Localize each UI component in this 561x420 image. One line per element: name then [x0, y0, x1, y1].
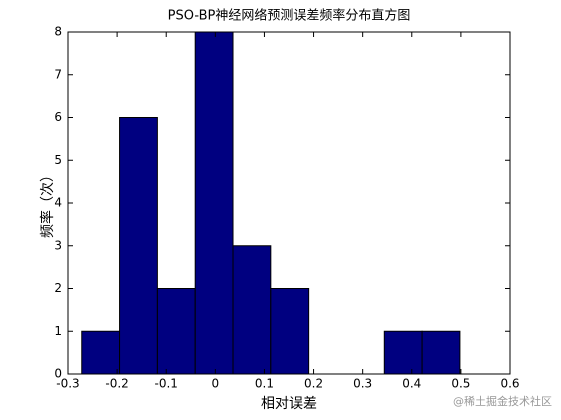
chart-title: PSO-BP神经网络预测误差频率分布直方图 — [168, 8, 411, 24]
bar — [194, 31, 234, 375]
x-tick-label: 0.3 — [353, 377, 372, 391]
y-tick-label: 2 — [54, 281, 62, 295]
y-tick-label: 7 — [54, 67, 62, 81]
x-tick-label: 0 — [212, 377, 220, 391]
x-tick-label: 0.5 — [451, 377, 470, 391]
x-tick-label: -0.1 — [155, 377, 178, 391]
bar — [119, 117, 158, 375]
bar — [421, 330, 461, 375]
y-tick-label: 3 — [54, 238, 62, 252]
x-axis-label: 相对误差 — [261, 396, 317, 412]
watermark: @稀土掘金技术社区 — [453, 394, 552, 408]
y-tick-label: 6 — [54, 110, 62, 124]
x-tick-label: 0.4 — [402, 377, 421, 391]
bar — [156, 288, 196, 375]
y-tick-label: 0 — [54, 367, 62, 381]
y-tick-label: 4 — [54, 196, 62, 210]
bar — [270, 288, 310, 375]
x-tick-label: 0.1 — [255, 377, 274, 391]
bar — [232, 245, 272, 375]
x-tick-label: 0.6 — [500, 377, 519, 391]
y-tick-label: 5 — [54, 153, 62, 167]
y-tick-label: 8 — [54, 25, 62, 39]
y-axis-label: 频率（次） — [39, 168, 56, 238]
x-tick-label: -0.3 — [56, 377, 79, 391]
x-tick-label: 0.2 — [304, 377, 323, 391]
bar — [81, 330, 121, 375]
y-tick-label: 1 — [54, 324, 62, 338]
bar — [383, 330, 423, 375]
x-tick-label: -0.2 — [105, 377, 128, 391]
